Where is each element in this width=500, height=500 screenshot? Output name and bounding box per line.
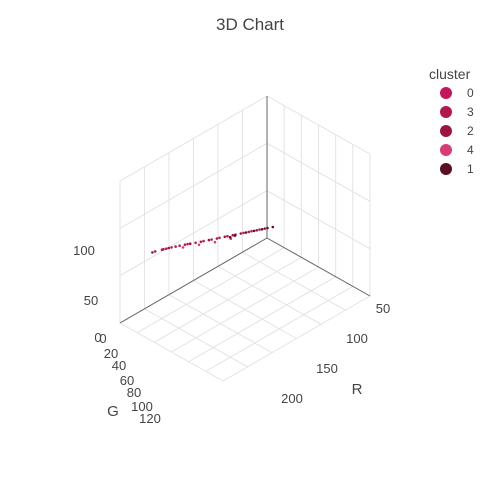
scene-grid (120, 96, 370, 381)
x-tick-label: 200 (281, 391, 303, 406)
legend-marker (440, 163, 452, 175)
legend-marker (440, 144, 452, 156)
scatter-point (250, 230, 253, 233)
scatter-point (218, 237, 221, 240)
z-tick-label: 0 (94, 330, 101, 345)
scatter-point (258, 228, 261, 231)
scatter-point (245, 231, 248, 234)
scatter-point (200, 241, 203, 244)
legend-marker (440, 125, 452, 137)
y-axis-title: G (107, 403, 119, 420)
scatter-point (248, 231, 251, 234)
x-tick-label: 50 (376, 301, 390, 316)
floor-grid-line (189, 277, 336, 362)
scatter-point (216, 237, 219, 240)
z-tick-label: 100 (73, 243, 95, 258)
scatter-point (178, 244, 181, 247)
scatter-point (224, 236, 227, 239)
legend-label: 0 (467, 86, 474, 100)
scatter-point (182, 246, 185, 249)
scatter-point (255, 229, 258, 232)
scatter-point (151, 251, 154, 254)
legend-label: 3 (467, 105, 474, 119)
scatter-point (184, 243, 187, 246)
scatter-point (168, 247, 171, 250)
scatter-point (170, 246, 173, 249)
floor-grid-line (137, 248, 284, 333)
scatter-point (198, 244, 201, 247)
scatter-point (165, 247, 168, 250)
legend-title: cluster (429, 66, 471, 82)
scatter-point (266, 227, 269, 230)
scatter-point (210, 238, 213, 241)
scatter-point (229, 236, 232, 239)
scatter-point (202, 240, 205, 243)
scatter-points (151, 226, 274, 254)
floor-grid-line (206, 286, 353, 371)
scatter-point (214, 241, 217, 244)
y-tick-label: 120 (139, 411, 161, 426)
scatter-point (162, 248, 165, 251)
scatter-point (232, 234, 235, 237)
scatter-point (194, 242, 197, 245)
scatter-point (189, 242, 192, 245)
legend-label: 4 (467, 143, 474, 157)
x-axis-title: R (352, 381, 363, 398)
y-tick-label: 40 (112, 358, 126, 373)
scatter-point (186, 243, 189, 246)
scatter-point (226, 235, 229, 238)
scatter-point (208, 239, 211, 242)
scatter-point (234, 234, 237, 237)
legend-label: 1 (467, 162, 474, 176)
scatter-point (264, 227, 267, 230)
x-tick-label: 150 (316, 361, 338, 376)
x-tick-label: 100 (346, 331, 368, 346)
scatter-point (272, 226, 275, 229)
scatter-point (174, 245, 177, 248)
legend-label: 2 (467, 124, 474, 138)
z-tick-label: 50 (84, 293, 98, 308)
scatter-point (261, 228, 264, 231)
chart-title: 3D Chart (216, 15, 284, 34)
floor-grid-line (154, 257, 301, 342)
legend-marker (440, 87, 452, 99)
legend: cluster 0 3 2 4 1 (429, 66, 474, 176)
legend-marker (440, 106, 452, 118)
scatter-point (242, 232, 245, 235)
y-tick-label: 80 (127, 385, 141, 400)
scatter-point (240, 232, 243, 235)
scatter-point (253, 230, 256, 233)
scatter-point (154, 250, 157, 253)
